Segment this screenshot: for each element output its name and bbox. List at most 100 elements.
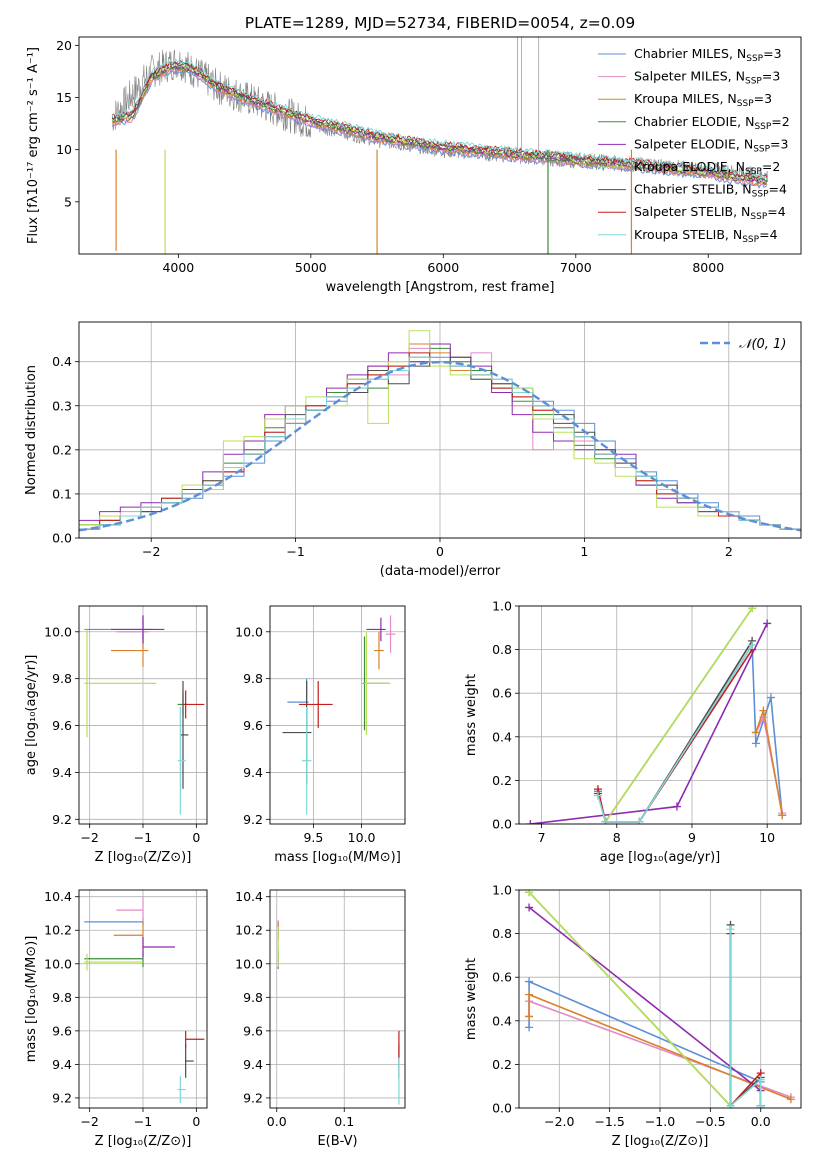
weight-line (528, 891, 732, 1107)
histogram-step (79, 356, 801, 538)
legend-entry: Kroupa STELIB, NSSP=4 (634, 227, 778, 245)
axes-frame (78, 889, 208, 1109)
y-tick-label: 9.2 (243, 812, 263, 827)
panel-weight_vs_age: 7 8 9 10 0.0 0.2 0.4 0.6 0.8 1.0 age [log₁₀(age/yr… (464, 599, 802, 865)
y-tick-label: 9.8 (243, 990, 263, 1005)
model-fit-line (112, 68, 768, 188)
y-axis-label: age [log₁₀(age/yr)] (24, 655, 39, 776)
x-tick-label: 8 (613, 830, 621, 845)
y-tick-label: 9.6 (52, 1023, 72, 1038)
y-tick-label: 0.4 (492, 729, 512, 744)
x-tick-label: −1 (134, 1114, 152, 1129)
y-tick-label: 0.4 (492, 1013, 512, 1028)
weight-line (604, 607, 753, 823)
residuals-legend: 𝒩(0, 1) (700, 337, 786, 352)
panel-mass_vs_ebv: 0.0 0.1 9.2 9.4 9.6 9.8 10.0 10.2 10.4 E(B-V) (235, 889, 406, 1149)
y-tick-label: 0.6 (492, 970, 512, 985)
y-tick-label: 9.4 (243, 765, 263, 780)
y-tick-label: 1.0 (492, 599, 512, 614)
weight-marker (766, 693, 775, 702)
x-tick-label: 7000 (560, 260, 592, 275)
legend-entry: Kroupa ELODIE, NSSP=2 (634, 159, 780, 177)
x-tick-label: −2.0 (544, 1114, 574, 1129)
panel-mass_vs_Z: −2 −1 0 9.2 9.4 9.6 9.8 10.0 10.2 10.4 Z [log₁₀(Z/… (24, 889, 208, 1149)
x-tick-label: 7 (538, 830, 546, 845)
legend-entry: 𝒩(0, 1) (739, 337, 786, 352)
axes-frame (78, 321, 802, 539)
y-tick-label: 20 (56, 38, 72, 53)
errorbar-point (363, 631, 391, 735)
x-tick-label: 0.0 (267, 1114, 287, 1129)
legend-entry: Salpeter STELIB, NSSP=4 (634, 204, 786, 222)
weight-marker (526, 820, 535, 824)
x-tick-label: 2 (725, 544, 733, 559)
x-axis-label: Z [log₁₀(Z/Z⊙)] (612, 1134, 709, 1149)
errorbar-point (366, 617, 386, 642)
spectrum-legend: Chabrier MILES, NSSP=3 Salpeter MILES, NS… (598, 46, 790, 245)
y-tick-label: 10 (56, 142, 72, 157)
errorbar-point (177, 706, 186, 815)
plot-area (525, 890, 795, 1108)
x-tick-label: 0 (436, 544, 444, 559)
y-tick-label: 0.6 (492, 686, 512, 701)
weight-line (729, 929, 762, 1108)
errorbar-point (180, 681, 189, 789)
errorbar-point (177, 1076, 186, 1103)
axes-frame (78, 605, 208, 825)
y-axis-label: Flux [fλ10⁻¹⁷ erg cm⁻² s⁻¹ A⁻¹] (26, 47, 41, 244)
y-tick-label: 0.1 (52, 486, 72, 501)
y-tick-label: 10.2 (235, 923, 263, 938)
panel-spectrum: 4000 5000 6000 7000 8000 5 10 15 20 wavelength [A… (26, 36, 802, 295)
x-axis-label: wavelength [Angstrom, rest frame] (326, 280, 555, 295)
errorbar-point (185, 1044, 194, 1078)
weight-marker (756, 1075, 765, 1084)
weight-marker (751, 728, 760, 737)
x-tick-label: −2 (142, 544, 160, 559)
errorbar-point (142, 936, 175, 958)
y-tick-label: 0.2 (492, 773, 512, 788)
errorbar-point (301, 706, 312, 815)
plot-area (111, 37, 768, 254)
panel-residuals: −2 −1 0 1 2 0.0 0.1 0.2 0.3 0.4 (data-model)/error… (24, 321, 802, 579)
x-tick-label: −2 (80, 1114, 98, 1129)
y-tick-label: 9.2 (52, 1090, 72, 1105)
weight-marker (756, 1101, 765, 1108)
y-tick-label: 9.4 (243, 1057, 263, 1072)
y-tick-label: 0.0 (492, 1101, 512, 1116)
weight-marker (759, 706, 768, 715)
model-fit-line (111, 64, 768, 186)
legend-entry: Chabrier STELIB, NSSP=4 (634, 182, 787, 200)
y-tick-label: 9.8 (243, 671, 263, 686)
y-tick-label: 10.0 (44, 624, 72, 639)
weight-line (530, 623, 768, 824)
plot-area (277, 920, 400, 1105)
y-tick-label: 10.4 (44, 889, 72, 904)
y-tick-label: 1.0 (492, 883, 512, 898)
weight-marker (525, 903, 534, 912)
weight-marker (525, 1012, 534, 1021)
x-tick-label: 8000 (692, 260, 724, 275)
errorbar-point (287, 678, 309, 726)
weight-marker (726, 925, 735, 934)
y-tick-label: 9.4 (52, 765, 72, 780)
y-tick-label: 15 (56, 90, 72, 105)
y-tick-label: 0.4 (52, 354, 72, 369)
weight-marker (726, 1101, 735, 1108)
plot-area (526, 606, 787, 824)
plot-area (84, 615, 205, 815)
y-tick-label: 10.0 (235, 624, 263, 639)
x-axis-label: Z [log₁₀(Z/Z⊙)] (95, 850, 192, 865)
legend-entry: Salpeter ELODIE, NSSP=3 (634, 136, 788, 154)
x-tick-label: 1 (580, 544, 588, 559)
x-tick-label: 4000 (162, 260, 194, 275)
x-tick-label: 6000 (427, 260, 459, 275)
y-tick-label: 0.2 (492, 1057, 512, 1072)
x-axis-label: age [log₁₀(age/yr)] (600, 850, 721, 865)
x-tick-label: −1.5 (594, 1114, 624, 1129)
observed-spectrum (111, 49, 768, 183)
errorbar-point (385, 615, 396, 653)
y-axis-label: mass [log₁₀(M/M⊙)] (24, 936, 39, 1063)
x-tick-label: 10 (759, 830, 775, 845)
x-tick-label: 10.0 (348, 830, 376, 845)
y-tick-label: 0.8 (492, 926, 512, 941)
